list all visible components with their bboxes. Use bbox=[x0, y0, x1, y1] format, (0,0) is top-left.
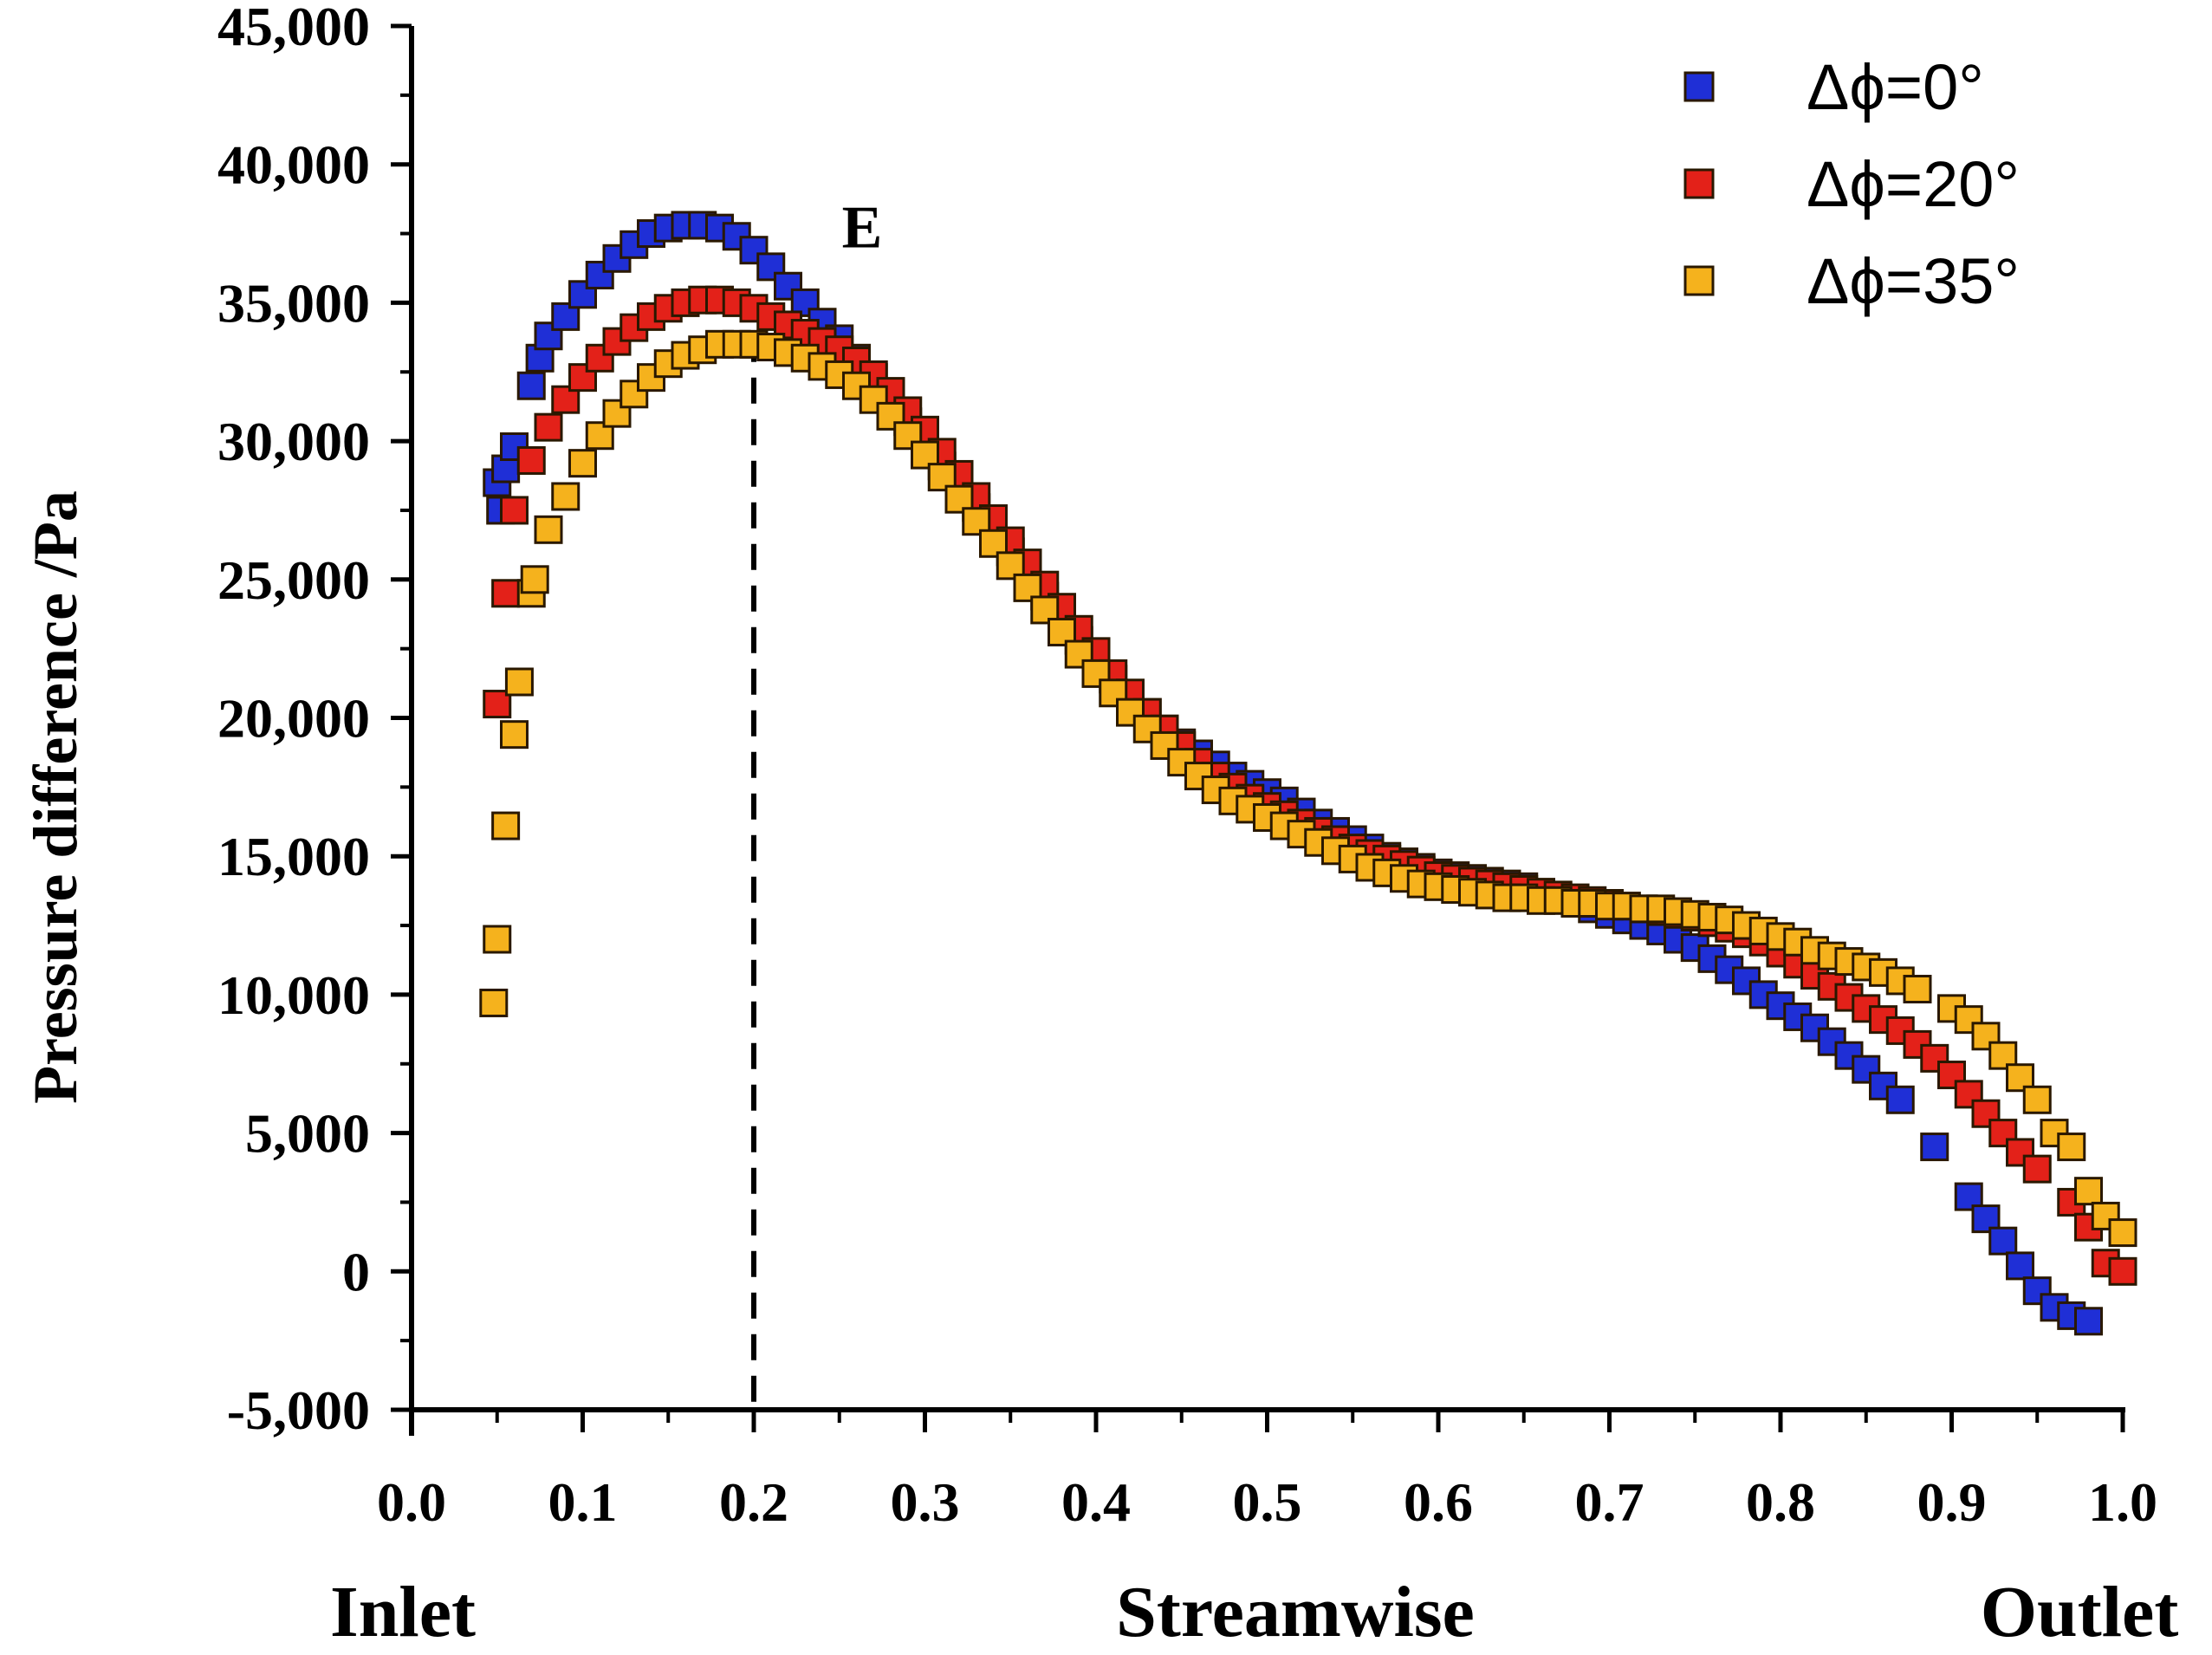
y-tick-label: 0 bbox=[342, 1241, 370, 1302]
data-point bbox=[2108, 1218, 2137, 1248]
x-tick-label: 0.3 bbox=[891, 1471, 960, 1533]
annotation-group: E bbox=[751, 195, 883, 1410]
data-point bbox=[491, 811, 521, 840]
data-point bbox=[1885, 1085, 1915, 1114]
y-tick-label: -5,000 bbox=[227, 1379, 370, 1441]
outlet-label: Outlet bbox=[1981, 1572, 2179, 1652]
y-tick-label: 40,000 bbox=[217, 134, 370, 196]
data-point bbox=[585, 260, 614, 289]
data-point bbox=[520, 565, 549, 594]
legend-marker bbox=[1683, 265, 1715, 296]
data-point bbox=[1030, 595, 1060, 625]
data-point bbox=[551, 482, 581, 511]
legend-marker bbox=[1683, 168, 1715, 199]
legend: Δϕ=0° Δϕ=20° Δϕ=35° bbox=[1683, 51, 2020, 317]
x-tick-label: 0.1 bbox=[548, 1471, 618, 1533]
data-point bbox=[1988, 1226, 2018, 1256]
data-point bbox=[491, 579, 521, 608]
data-point bbox=[1903, 975, 1932, 1004]
data-point bbox=[2074, 1307, 2103, 1336]
data-point bbox=[551, 302, 581, 331]
x-tick-label: 1.0 bbox=[2088, 1471, 2157, 1533]
legend-label: Δϕ=20° bbox=[1807, 148, 2020, 220]
data-point bbox=[2057, 1133, 2086, 1162]
y-tick-label: 30,000 bbox=[217, 411, 370, 472]
x-tick-label: 0.8 bbox=[1746, 1471, 1815, 1533]
y-tick-label: 10,000 bbox=[217, 964, 370, 1026]
data-points bbox=[479, 211, 2137, 1336]
legend-label: Δϕ=35° bbox=[1807, 245, 2020, 317]
data-point bbox=[534, 515, 563, 544]
data-point bbox=[2108, 1256, 2137, 1286]
data-point bbox=[1013, 573, 1042, 602]
y-tick-label: 20,000 bbox=[217, 688, 370, 750]
data-point bbox=[534, 412, 563, 442]
data-point bbox=[1954, 1080, 1983, 1109]
y-tick-label: 5,000 bbox=[245, 1103, 370, 1165]
legend-marker bbox=[1683, 71, 1715, 102]
data-point bbox=[2022, 1154, 2052, 1184]
data-point bbox=[516, 445, 546, 475]
data-point bbox=[2022, 1085, 2052, 1114]
x-tick-label: 0.6 bbox=[1404, 1471, 1473, 1533]
x-tick-label: 0.4 bbox=[1061, 1471, 1131, 1533]
y-tick-label: 15,000 bbox=[217, 826, 370, 887]
data-point bbox=[996, 551, 1025, 581]
data-point bbox=[483, 925, 512, 954]
data-point bbox=[516, 371, 546, 400]
data-point bbox=[568, 449, 597, 478]
data-point bbox=[2074, 1177, 2103, 1206]
series-2 bbox=[479, 329, 2137, 1248]
x-axis-label: Streamwise bbox=[1116, 1572, 1475, 1652]
x-tick-label: 0.9 bbox=[1917, 1471, 1987, 1533]
x-tick-label: 0.7 bbox=[1575, 1471, 1644, 1533]
data-point bbox=[551, 385, 581, 414]
y-tick-label: 25,000 bbox=[217, 549, 370, 611]
data-point bbox=[479, 988, 509, 1017]
data-point bbox=[2091, 1201, 2120, 1230]
data-point bbox=[1920, 1133, 1949, 1162]
inlet-label: Inlet bbox=[330, 1572, 476, 1652]
x-tick-label: 0.2 bbox=[719, 1471, 788, 1533]
data-point bbox=[2006, 1251, 2034, 1281]
y-tick-label: 45,000 bbox=[217, 0, 370, 57]
data-point bbox=[500, 496, 529, 525]
y-axis-label: Pressure difference /Pa bbox=[21, 490, 90, 1104]
axes: -5,000 0 5,000 10,000 15,000 20,000 25,000 30,0… bbox=[217, 0, 2157, 1533]
legend-label: Δϕ=0° bbox=[1807, 51, 1984, 123]
x-tick-label: 0.5 bbox=[1233, 1471, 1302, 1533]
data-point bbox=[504, 667, 534, 697]
x-tick-label: 0.0 bbox=[377, 1471, 446, 1533]
y-tick-label: 35,000 bbox=[217, 272, 370, 334]
annotation-label: E bbox=[842, 195, 883, 262]
data-point bbox=[500, 720, 529, 750]
data-point bbox=[1099, 678, 1128, 708]
